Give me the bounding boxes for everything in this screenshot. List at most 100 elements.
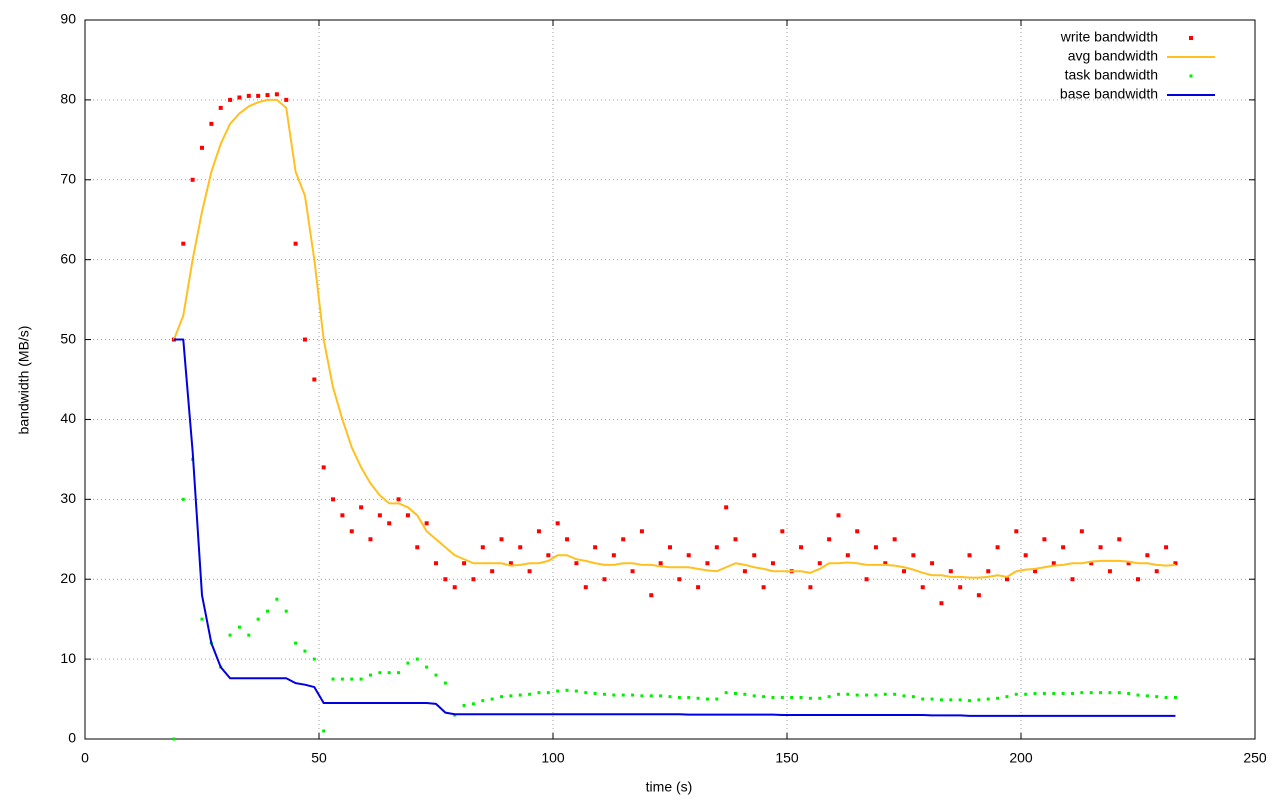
y-tick-label: 30 — [60, 490, 76, 506]
data-point — [873, 545, 878, 550]
data-point — [1145, 553, 1150, 558]
data-point — [1173, 695, 1177, 699]
data-point — [190, 177, 195, 182]
data-point — [640, 694, 644, 698]
legend-marker — [1189, 36, 1193, 40]
data-point — [1117, 537, 1122, 542]
data-point — [612, 693, 616, 697]
data-line — [172, 98, 1176, 579]
data-point — [705, 561, 710, 566]
data-point — [490, 569, 495, 574]
data-point — [1154, 569, 1159, 574]
data-point — [1164, 695, 1168, 699]
data-point — [237, 625, 241, 629]
legend-label: write bandwidth — [1060, 29, 1158, 45]
data-point — [1014, 529, 1019, 534]
data-point — [275, 597, 279, 601]
data-point — [1023, 553, 1028, 558]
data-point — [546, 553, 551, 558]
data-point — [593, 691, 597, 695]
data-point — [574, 561, 579, 566]
data-point — [406, 661, 410, 665]
data-point — [1126, 561, 1131, 566]
data-point — [1089, 561, 1094, 566]
data-point — [368, 537, 373, 542]
data-point — [715, 697, 719, 701]
data-point — [1042, 691, 1046, 695]
data-point — [555, 521, 560, 526]
data-point — [836, 513, 841, 518]
data-point — [827, 695, 831, 699]
data-point — [359, 505, 364, 510]
data-point — [968, 699, 972, 703]
data-point — [246, 93, 251, 98]
data-line — [173, 338, 1176, 717]
y-tick-label: 10 — [60, 650, 76, 666]
data-point — [200, 617, 204, 621]
data-point — [527, 569, 532, 574]
data-point — [265, 93, 270, 98]
data-point — [528, 692, 532, 696]
data-point — [490, 697, 494, 701]
data-point — [1155, 695, 1159, 699]
y-tick-label: 20 — [60, 570, 76, 586]
data-point — [631, 693, 635, 697]
data-point — [546, 691, 550, 695]
data-point — [172, 737, 176, 741]
data-point — [200, 145, 204, 150]
data-point — [1117, 691, 1121, 695]
data-point — [920, 585, 925, 590]
data-point — [1014, 692, 1018, 696]
data-point — [359, 677, 363, 681]
data-point — [771, 695, 775, 699]
data-point — [1173, 561, 1178, 566]
data-point — [1042, 537, 1047, 542]
data-point — [452, 585, 457, 590]
data-point — [799, 545, 804, 550]
data-point — [948, 569, 953, 574]
data-point — [284, 609, 288, 613]
data-point — [677, 577, 682, 582]
data-point — [958, 698, 962, 702]
data-point — [247, 633, 251, 637]
data-point — [649, 593, 654, 598]
data-point — [509, 694, 513, 698]
data-point — [602, 577, 607, 582]
data-point — [368, 673, 372, 677]
data-point — [621, 537, 626, 542]
data-point — [1061, 545, 1066, 550]
data-point — [387, 521, 392, 526]
data-point — [1070, 691, 1074, 695]
data-point — [696, 585, 701, 590]
data-point — [574, 689, 578, 693]
x-axis-label: time (s) — [646, 779, 693, 795]
data-point — [294, 641, 298, 645]
legend-label: avg bandwidth — [1068, 48, 1158, 64]
data-point — [949, 698, 953, 702]
data-point — [1080, 691, 1084, 695]
data-point — [734, 691, 738, 695]
data-point — [499, 537, 504, 542]
data-point — [1136, 577, 1140, 582]
data-point — [181, 497, 185, 501]
data-point — [696, 696, 700, 700]
data-point — [593, 545, 598, 550]
y-tick-label: 90 — [60, 11, 76, 27]
data-point — [396, 497, 401, 502]
point-series — [171, 92, 1178, 606]
y-tick-label: 50 — [60, 330, 76, 346]
data-point — [790, 695, 794, 699]
data-point — [743, 692, 747, 696]
data-point — [808, 696, 812, 700]
data-point — [742, 569, 747, 574]
data-point — [1005, 695, 1009, 699]
point-series — [172, 457, 1177, 741]
data-point — [1098, 545, 1103, 550]
data-point — [930, 697, 934, 701]
data-point — [687, 695, 691, 699]
x-tick-label: 250 — [1243, 750, 1267, 766]
data-point — [1107, 569, 1112, 574]
data-point — [977, 698, 981, 702]
data-point — [892, 537, 897, 542]
